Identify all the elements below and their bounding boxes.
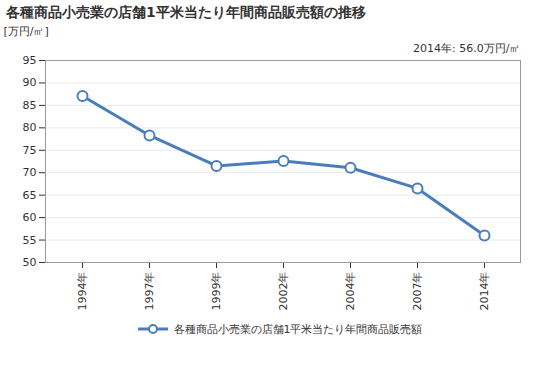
svg-text:[万円/㎡]: [万円/㎡] [4,25,49,38]
svg-text:50: 50 [23,256,37,269]
html-text:各種商品小売業の店舗1平米当たり年間商品販売額: 各種商品小売業の店舗1平米当たり年間商品販売額 [173,322,423,336]
svg-text:2004年: 2004年 [344,272,357,311]
html-text:各種商品小売業の店舗1平米当たり年間商品販売額の推移: 各種商品小売業の店舗1平米当たり年間商品販売額の推移 [6,4,366,20]
svg-text:90: 90 [23,76,37,89]
svg-text:75: 75 [23,144,37,157]
svg-text:2007年: 2007年 [411,272,424,311]
svg-text:70: 70 [23,166,37,179]
svg-text:60: 60 [23,211,37,224]
svg-text:55: 55 [23,234,37,247]
svg-text:2014年: 2014年 [478,272,491,311]
svg-text:2014年: 56.0万円/㎡: 2014年: 56.0万円/㎡ [413,42,520,55]
svg-text:80: 80 [23,121,37,134]
svg-text:65: 65 [23,189,37,202]
svg-text:85: 85 [23,99,37,112]
svg-text:95: 95 [23,54,37,67]
svg-text:2002年: 2002年 [277,272,290,311]
svg-text:1997年: 1997年 [143,272,156,311]
svg-text:1994年: 1994年 [76,272,89,311]
svg-text:1999年: 1999年 [210,272,223,311]
